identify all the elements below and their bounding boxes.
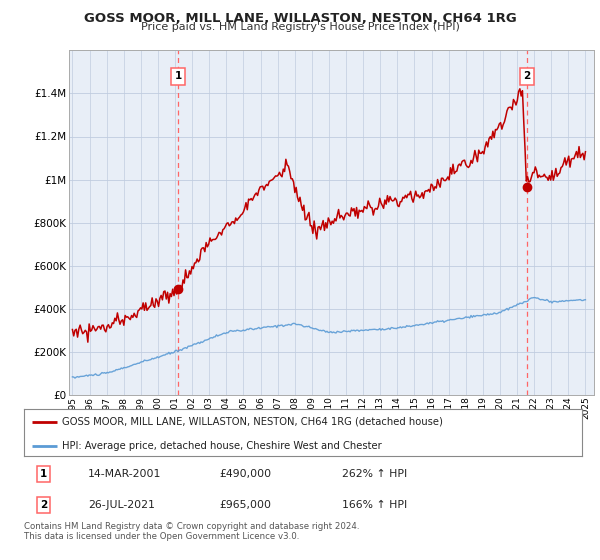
Text: 1: 1 <box>40 469 47 479</box>
Text: 14-MAR-2001: 14-MAR-2001 <box>88 469 161 479</box>
Text: Price paid vs. HM Land Registry's House Price Index (HPI): Price paid vs. HM Land Registry's House … <box>140 22 460 32</box>
Text: GOSS MOOR, MILL LANE, WILLASTON, NESTON, CH64 1RG: GOSS MOOR, MILL LANE, WILLASTON, NESTON,… <box>83 12 517 25</box>
Text: 166% ↑ HPI: 166% ↑ HPI <box>342 500 407 510</box>
Text: 26-JUL-2021: 26-JUL-2021 <box>88 500 155 510</box>
Text: 262% ↑ HPI: 262% ↑ HPI <box>342 469 407 479</box>
Text: £965,000: £965,000 <box>220 500 271 510</box>
Text: 2: 2 <box>40 500 47 510</box>
Text: GOSS MOOR, MILL LANE, WILLASTON, NESTON, CH64 1RG (detached house): GOSS MOOR, MILL LANE, WILLASTON, NESTON,… <box>62 417 443 427</box>
Text: Contains HM Land Registry data © Crown copyright and database right 2024.
This d: Contains HM Land Registry data © Crown c… <box>24 522 359 542</box>
Text: 1: 1 <box>175 71 182 81</box>
Text: HPI: Average price, detached house, Cheshire West and Chester: HPI: Average price, detached house, Ches… <box>62 441 382 451</box>
Text: £490,000: £490,000 <box>220 469 271 479</box>
Text: 2: 2 <box>523 71 530 81</box>
